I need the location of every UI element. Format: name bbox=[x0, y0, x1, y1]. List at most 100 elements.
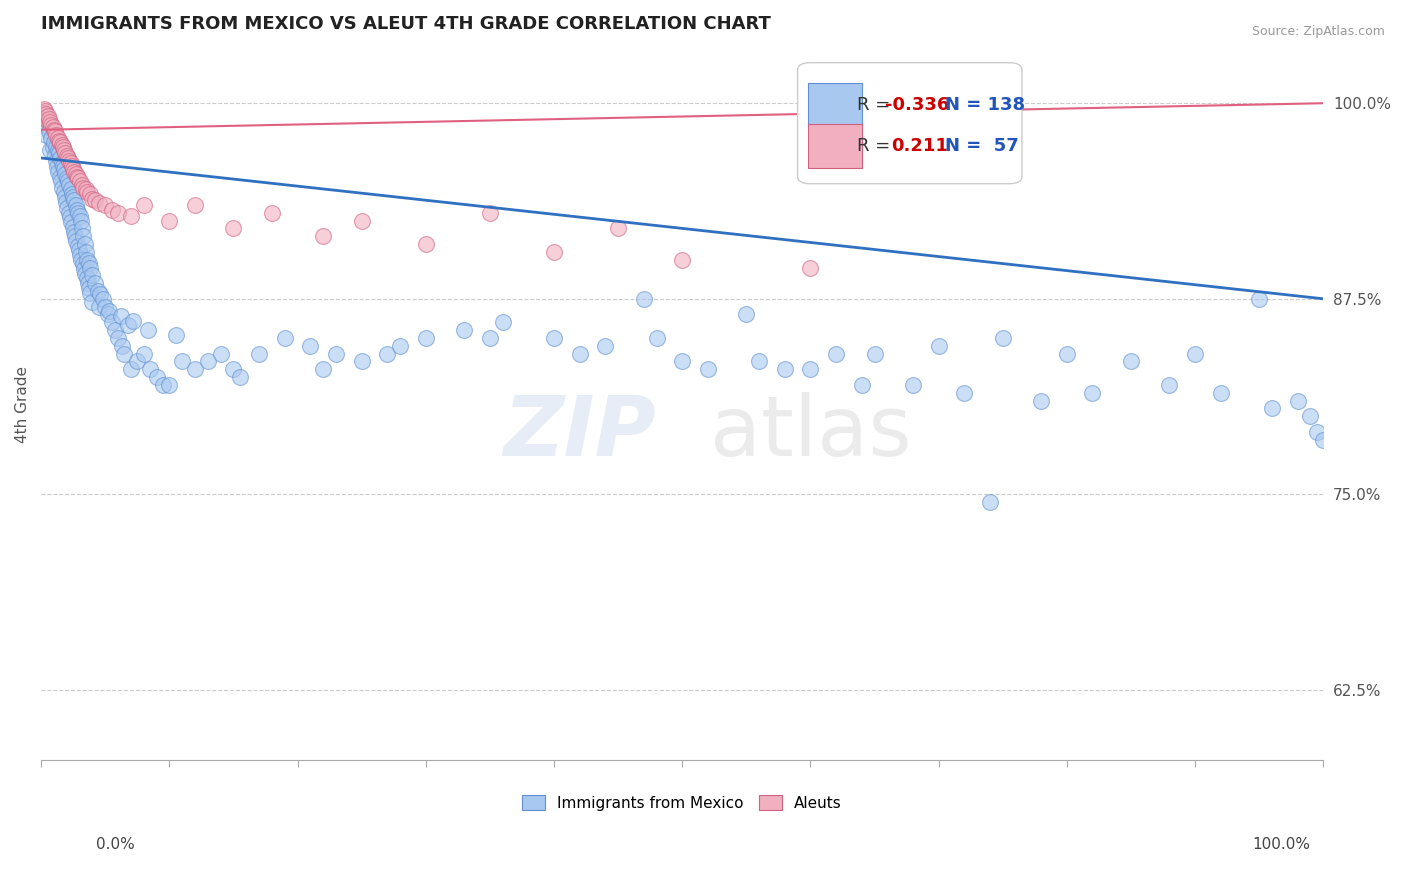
Point bbox=[114, 346, 136, 360]
Point bbox=[46, 143, 69, 157]
Point bbox=[66, 202, 89, 217]
Point bbox=[107, 331, 129, 345]
Point bbox=[73, 262, 96, 277]
Point bbox=[107, 205, 129, 219]
Point bbox=[46, 130, 69, 145]
Point bbox=[67, 205, 90, 219]
Point bbox=[312, 229, 335, 244]
Text: 0.0%: 0.0% bbox=[96, 837, 135, 852]
Point bbox=[1159, 377, 1181, 392]
Point bbox=[58, 154, 80, 169]
Point bbox=[48, 134, 70, 148]
Text: N = 138: N = 138 bbox=[945, 95, 1025, 113]
Point bbox=[825, 346, 848, 360]
Point bbox=[543, 331, 565, 345]
Point bbox=[59, 155, 82, 169]
Point bbox=[59, 211, 82, 225]
Point bbox=[42, 123, 65, 137]
Point bbox=[1056, 346, 1078, 360]
Point bbox=[197, 354, 219, 368]
Point bbox=[38, 112, 60, 126]
Point bbox=[62, 225, 84, 239]
Point bbox=[55, 194, 77, 209]
Point bbox=[91, 292, 114, 306]
Point bbox=[56, 174, 79, 188]
Legend: Immigrants from Mexico, Aleuts: Immigrants from Mexico, Aleuts bbox=[516, 789, 848, 817]
Text: 0.211: 0.211 bbox=[891, 137, 948, 155]
Point bbox=[1306, 425, 1329, 439]
Point bbox=[34, 110, 56, 124]
Point bbox=[75, 267, 97, 281]
Point bbox=[42, 136, 65, 150]
Point bbox=[53, 143, 76, 157]
Point bbox=[39, 115, 62, 129]
Point bbox=[79, 285, 101, 300]
Point bbox=[901, 377, 924, 392]
Point bbox=[35, 107, 58, 121]
Point bbox=[58, 205, 80, 219]
Point bbox=[34, 103, 56, 118]
Point bbox=[928, 339, 950, 353]
Point bbox=[32, 103, 55, 117]
Point bbox=[37, 109, 59, 123]
Point bbox=[63, 165, 86, 179]
Point bbox=[593, 339, 616, 353]
Text: R =: R = bbox=[856, 95, 896, 113]
Point bbox=[748, 354, 770, 368]
Point bbox=[1261, 401, 1284, 416]
Point bbox=[44, 148, 66, 162]
Point bbox=[56, 151, 79, 165]
Point bbox=[59, 182, 82, 196]
Point bbox=[97, 308, 120, 322]
Point bbox=[45, 128, 67, 142]
Point bbox=[299, 339, 322, 353]
Point bbox=[69, 248, 91, 262]
Point bbox=[41, 130, 63, 145]
Point bbox=[79, 186, 101, 201]
Y-axis label: 4th Grade: 4th Grade bbox=[15, 366, 30, 443]
Point bbox=[89, 287, 111, 301]
Point bbox=[51, 180, 73, 194]
Point bbox=[165, 327, 187, 342]
Point bbox=[120, 209, 142, 223]
Point bbox=[82, 268, 104, 283]
Point bbox=[70, 221, 93, 235]
Point bbox=[45, 140, 67, 154]
Point bbox=[41, 140, 63, 154]
Point bbox=[60, 159, 83, 173]
Point bbox=[157, 377, 180, 392]
Point bbox=[67, 244, 90, 258]
Point bbox=[72, 257, 94, 271]
Point bbox=[52, 159, 75, 173]
Point bbox=[44, 124, 66, 138]
Point bbox=[62, 161, 84, 176]
Point bbox=[350, 213, 373, 227]
Point bbox=[35, 128, 58, 142]
Point bbox=[73, 237, 96, 252]
Point bbox=[184, 362, 207, 376]
Point bbox=[35, 113, 58, 128]
Point bbox=[51, 138, 73, 153]
Point bbox=[110, 309, 132, 323]
Text: R =: R = bbox=[856, 137, 901, 155]
Point bbox=[389, 339, 412, 353]
Point bbox=[145, 370, 167, 384]
Point bbox=[1081, 385, 1104, 400]
Point bbox=[478, 205, 501, 219]
Point bbox=[222, 221, 245, 235]
Text: -0.336: -0.336 bbox=[884, 95, 949, 113]
Point bbox=[568, 346, 591, 360]
Point bbox=[46, 161, 69, 175]
Point bbox=[49, 136, 72, 150]
Text: ZIP: ZIP bbox=[503, 392, 657, 474]
Point bbox=[671, 252, 693, 267]
Point bbox=[104, 323, 127, 337]
Point bbox=[100, 202, 122, 217]
Point bbox=[111, 339, 134, 353]
Point bbox=[1286, 393, 1309, 408]
Point bbox=[67, 171, 90, 186]
Point bbox=[696, 362, 718, 376]
Point bbox=[1249, 292, 1271, 306]
Text: atlas: atlas bbox=[710, 392, 911, 474]
Point bbox=[70, 252, 93, 267]
